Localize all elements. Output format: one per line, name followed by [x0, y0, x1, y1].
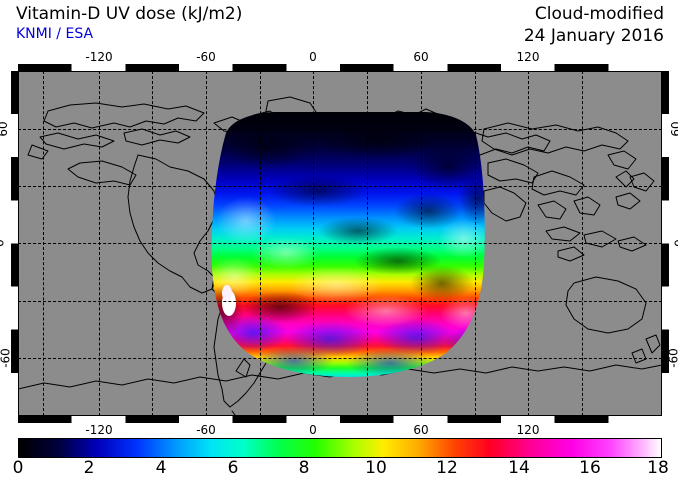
date-label: 24 January 2016 [523, 26, 664, 46]
uv-dose-swath [18, 71, 662, 416]
colorbar-tick-2: 4 [155, 458, 167, 478]
lat-tick-left-0: 60 [0, 121, 11, 137]
colorbar-tick-1: 2 [83, 458, 95, 478]
header: Vitamin-D UV dose (kJ/m2) KNMI / ESA Clo… [0, 0, 678, 52]
lon-tick-top-1: -60 [196, 50, 216, 64]
colorbar-tick-5: 10 [365, 458, 387, 478]
lon-tick-bottom-4: 120 [516, 423, 540, 437]
colorbar-tick-0: 0 [12, 458, 24, 478]
colorbar-gradient [18, 438, 662, 458]
colorbar-tick-3: 6 [227, 458, 239, 478]
colorbar: 0 2 4 6 8 10 12 14 16 18 [13, 438, 669, 478]
axis-band-right [662, 71, 669, 416]
lon-tick-bottom-2: 0 [309, 423, 317, 437]
colorbar-tick-9: 18 [647, 458, 669, 478]
lon-tick-bottom-0: -120 [85, 423, 113, 437]
axis-band-bottom [18, 416, 662, 423]
colorbar-tick-8: 16 [579, 458, 601, 478]
lon-tick-bottom-1: -60 [196, 423, 216, 437]
page-title: Vitamin-D UV dose (kJ/m2) [16, 4, 243, 24]
map-panel: -120 -60 0 60 120 -120 -60 0 60 120 60 0… [0, 51, 678, 437]
colorbar-tick-7: 14 [508, 458, 530, 478]
lat-tick-left-2: -60 [0, 348, 13, 368]
lon-tick-bottom-3: 60 [413, 423, 429, 437]
lat-tick-right-1: 0 [673, 239, 678, 247]
lat-tick-left-1: 0 [0, 239, 6, 247]
product-label: Cloud-modified [534, 4, 664, 24]
lon-tick-top-2: 0 [309, 50, 317, 64]
axis-band-left [11, 71, 18, 416]
lon-tick-top-3: 60 [413, 50, 429, 64]
colorbar-tick-6: 12 [436, 458, 458, 478]
colorbar-tick-4: 8 [298, 458, 310, 478]
lon-tick-top-4: 120 [516, 50, 540, 64]
attribution-label: KNMI / ESA [16, 26, 94, 42]
lat-tick-right-0: 60 [668, 121, 678, 137]
lon-tick-top-0: -120 [85, 50, 113, 64]
axis-band-top [18, 64, 662, 71]
lat-tick-right-2: -60 [666, 348, 678, 368]
